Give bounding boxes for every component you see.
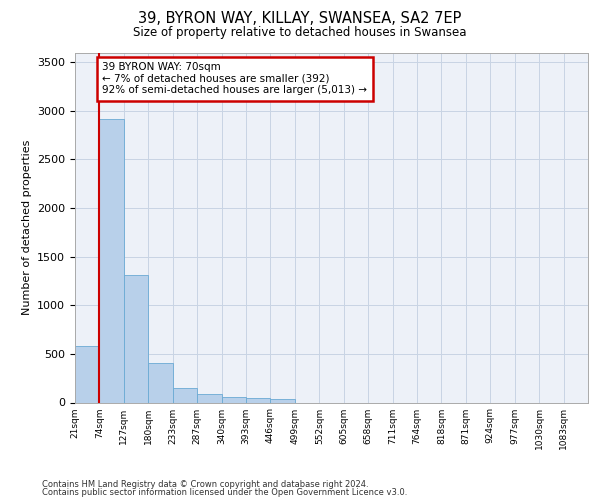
Bar: [271, 399, 295, 402]
Text: Contains HM Land Registry data © Crown copyright and database right 2024.: Contains HM Land Registry data © Crown c…: [42, 480, 368, 489]
Bar: [100, 118, 124, 403]
Bar: [221, 397, 246, 402]
Bar: [75, 346, 100, 403]
Bar: [148, 362, 173, 403]
Text: 39 BYRON WAY: 70sqm
← 7% of detached houses are smaller (392)
92% of semi-detach: 39 BYRON WAY: 70sqm ← 7% of detached hou…: [103, 62, 367, 96]
Y-axis label: Number of detached properties: Number of detached properties: [22, 140, 32, 315]
Bar: [197, 394, 221, 402]
Text: Contains public sector information licensed under the Open Government Licence v3: Contains public sector information licen…: [42, 488, 407, 497]
Bar: [173, 388, 197, 402]
Bar: [124, 275, 148, 402]
Text: Size of property relative to detached houses in Swansea: Size of property relative to detached ho…: [133, 26, 467, 39]
Text: 39, BYRON WAY, KILLAY, SWANSEA, SA2 7EP: 39, BYRON WAY, KILLAY, SWANSEA, SA2 7EP: [139, 11, 461, 26]
Bar: [246, 398, 271, 402]
